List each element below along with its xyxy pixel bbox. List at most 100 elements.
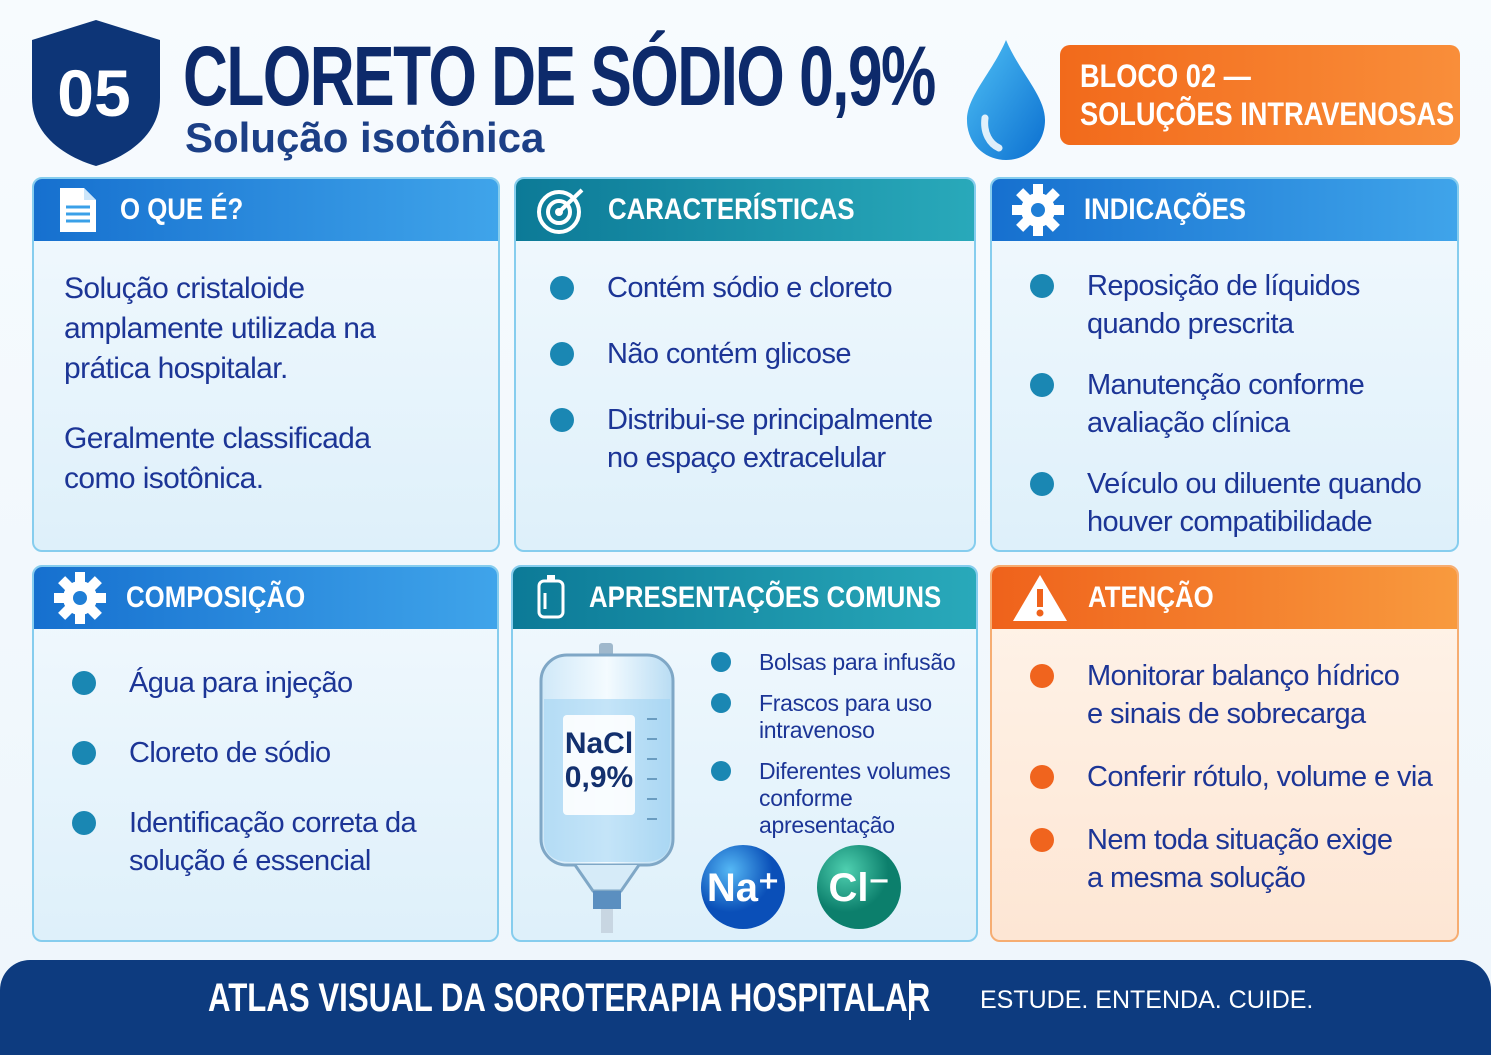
list-item: Conferir rótulo, volume e via bbox=[1030, 758, 1433, 796]
warning-icon bbox=[1013, 575, 1067, 621]
bullet bbox=[550, 408, 574, 432]
block-label: BLOCO 02 — SOLUÇÕES INTRAVENOSAS bbox=[1060, 45, 1460, 145]
text-line: houver compatibilidade bbox=[1087, 506, 1373, 538]
card: APRESENTAÇÕES COMUNS NaCl 0,9% Bolsas pa… bbox=[511, 565, 978, 942]
target-icon bbox=[537, 188, 584, 234]
footer-title: ATLAS VISUAL DA SOROTERAPIA HOSPITALAR bbox=[208, 976, 931, 1020]
text-line: Reposição de líquidos bbox=[1087, 270, 1360, 302]
text-line: Solução cristaloide bbox=[64, 272, 305, 305]
card-title: APRESENTAÇÕES COMUNS bbox=[589, 581, 942, 614]
list-item: Contém sódio e cloreto bbox=[550, 269, 933, 307]
text-line: quando prescrita bbox=[1087, 308, 1294, 340]
card-title: COMPOSIÇÃO bbox=[126, 581, 306, 614]
bullet bbox=[550, 342, 574, 366]
bullet bbox=[1030, 373, 1054, 397]
bullet bbox=[711, 761, 731, 781]
list-item: Veículo ou diluente quando houver compati… bbox=[1030, 465, 1422, 541]
gear-icon bbox=[1012, 184, 1064, 236]
footer bbox=[0, 960, 1491, 1055]
card-title: ATENÇÃO bbox=[1088, 581, 1214, 614]
gear-icon bbox=[54, 572, 106, 624]
list-item: Frascos para uso intravenoso bbox=[711, 690, 955, 744]
text-line: Nem toda situação exige bbox=[1087, 824, 1393, 856]
footer-tagline: ESTUDE. ENTENDA. CUIDE. bbox=[980, 986, 1314, 1014]
bag-label: NaCl bbox=[565, 727, 633, 760]
text-line: prática hospitalar. bbox=[64, 352, 288, 385]
text-line: amplamente utilizada na bbox=[64, 312, 376, 345]
bullet bbox=[72, 741, 96, 765]
card-header: APRESENTAÇÕES COMUNS bbox=[513, 567, 976, 629]
card-header: CARACTERÍSTICAS bbox=[516, 179, 974, 241]
bag-icon bbox=[537, 575, 565, 619]
paragraph: Geralmente classificada como isotônica. bbox=[64, 419, 375, 499]
bullet bbox=[1030, 828, 1054, 852]
text-line: no espaço extracelular bbox=[607, 442, 886, 474]
paragraph: Solução cristaloide amplamente utilizada … bbox=[64, 269, 376, 389]
footer-divider bbox=[909, 980, 911, 1020]
card: ATENÇÃO Monitorar balanço hídrico e sinai… bbox=[990, 565, 1459, 942]
text-line: Veículo ou diluente quando bbox=[1087, 468, 1422, 500]
doc-icon bbox=[60, 188, 96, 232]
card: INDICAÇÕES Reposição de líquidos quando p… bbox=[990, 177, 1459, 552]
card-header: O QUE É? bbox=[34, 179, 498, 241]
text-line: Geralmente classificada bbox=[64, 422, 371, 455]
card-header: COMPOSIÇÃO bbox=[34, 567, 497, 629]
list-item: Diferentes volumes conforme apresentação bbox=[711, 758, 955, 839]
ion-label: Na⁺ bbox=[707, 866, 779, 910]
text-line: solução é essencial bbox=[129, 845, 371, 877]
card-header: ATENÇÃO bbox=[992, 567, 1457, 629]
card-header: INDICAÇÕES bbox=[992, 179, 1457, 241]
title: CLORETO DE SÓDIO 0,9% bbox=[183, 29, 936, 123]
badge-number: 05 bbox=[57, 56, 130, 130]
ions: Na⁺ Cl⁻ bbox=[701, 845, 901, 929]
card-title: CARACTERÍSTICAS bbox=[608, 193, 855, 226]
text-line: Contém sódio e cloreto bbox=[607, 272, 893, 304]
list-item: Água para injeção bbox=[72, 664, 416, 702]
text-line: e sinais de sobrecarga bbox=[1087, 698, 1366, 730]
bag-label: 0,9% bbox=[565, 761, 633, 794]
list-item: Cloreto de sódio bbox=[72, 734, 416, 772]
list-item: Reposição de líquidos quando prescrita bbox=[1030, 267, 1421, 343]
shield-badge: 05 bbox=[32, 20, 160, 166]
list-item: Distribui-se principalmente no espaço ext… bbox=[550, 401, 933, 477]
drop-icon bbox=[967, 40, 1045, 160]
card: O QUE É? Solução cristaloide amplamente u… bbox=[32, 177, 500, 552]
card-title: INDICAÇÕES bbox=[1084, 193, 1246, 226]
list-item: Identificação correta da solução é essenc… bbox=[72, 804, 417, 880]
text-line: avaliação clínica bbox=[1087, 407, 1290, 439]
list-item: Nem toda situação exige a mesma solução bbox=[1030, 821, 1432, 897]
block-line: BLOCO 02 — bbox=[1080, 58, 1251, 94]
text-line: Conferir rótulo, volume e via bbox=[1087, 761, 1433, 793]
bullet bbox=[1030, 472, 1054, 496]
text-line: Cloreto de sódio bbox=[129, 737, 331, 769]
card: CARACTERÍSTICAS Contém sódio e cloreto Nã… bbox=[514, 177, 976, 552]
bullet bbox=[711, 693, 731, 713]
text-line: a mesma solução bbox=[1087, 862, 1306, 894]
ion-label: Cl⁻ bbox=[828, 866, 889, 910]
card-title: O QUE É? bbox=[120, 193, 244, 226]
text-line: Identificação correta da bbox=[129, 807, 417, 839]
bullet bbox=[1030, 765, 1054, 789]
text-line: Água para injeção bbox=[129, 667, 353, 699]
list-item: Monitorar balanço hídrico e sinais de sob… bbox=[1030, 657, 1432, 733]
bullet bbox=[1030, 664, 1054, 688]
list-item: Manutenção conforme avaliação clínica bbox=[1030, 366, 1421, 442]
text-line: conforme bbox=[759, 785, 853, 811]
bullet bbox=[550, 276, 574, 300]
text-line: Não contém glicose bbox=[607, 338, 851, 370]
bullet bbox=[72, 671, 96, 695]
text-line: intravenoso bbox=[759, 717, 875, 743]
subtitle: Solução isotônica bbox=[185, 114, 545, 161]
text-line: como isotônica. bbox=[64, 462, 264, 495]
text-line: apresentação bbox=[759, 812, 895, 838]
text-line: Diferentes volumes bbox=[759, 758, 951, 784]
text-line: Distribui-se principalmente bbox=[607, 404, 933, 436]
iv-bag: NaCl 0,9% bbox=[539, 643, 675, 933]
block-line: SOLUÇÕES INTRAVENOSAS bbox=[1080, 96, 1455, 132]
card: COMPOSIÇÃO Água para injeção Cloreto de s… bbox=[32, 565, 499, 942]
text-line: Monitorar balanço hídrico bbox=[1087, 660, 1400, 692]
text-line: Manutenção conforme bbox=[1087, 369, 1365, 401]
list-item: Bolsas para infusão bbox=[711, 649, 956, 676]
text-line: Frascos para uso bbox=[759, 690, 932, 716]
